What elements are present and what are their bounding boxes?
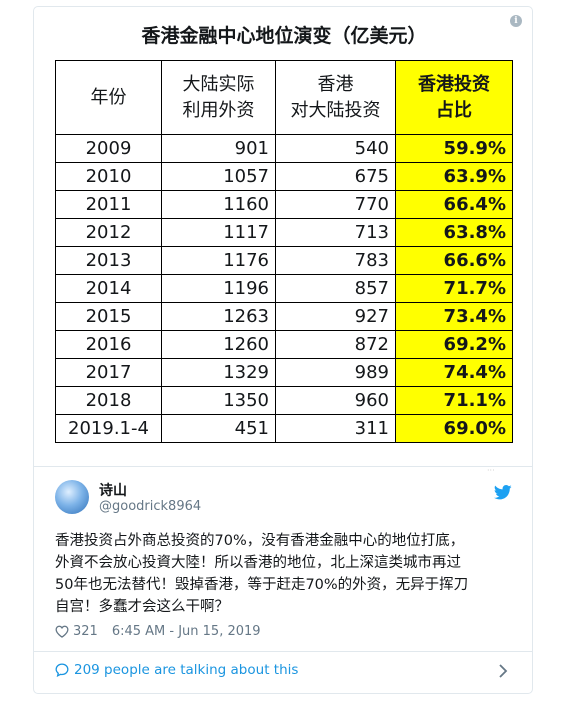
hk-investment-cell: 989 (275, 358, 396, 387)
avatar[interactable] (55, 480, 89, 514)
hk-share-cell: 59.9% (395, 134, 513, 163)
author-name[interactable]: 诗山 (99, 483, 127, 499)
year-cell: 2017 (55, 358, 162, 387)
timestamp[interactable]: 6:45 AM - Jun 15, 2019 (111, 624, 261, 639)
hk-share-cell: 73.4% (395, 302, 513, 331)
hk-investment-cell: 540 (275, 134, 396, 163)
chevron-right-icon[interactable] (498, 664, 508, 678)
fdi-cell: 1057 (161, 162, 276, 191)
fdi-cell: 1263 (161, 302, 276, 331)
table-row: 2009 901 540 59.9% (55, 134, 513, 163)
speech-bubble-icon (55, 663, 69, 677)
hk-investment-cell: 927 (275, 302, 396, 331)
fdi-cell: 1176 (161, 246, 276, 275)
hk-share-cell: 69.2% (395, 330, 513, 359)
year-cell: 2013 (55, 246, 162, 275)
conversation-text[interactable]: 209 people are talking about this (74, 662, 299, 678)
twitter-bird-icon[interactable] (494, 485, 512, 500)
year-cell: 2014 (55, 274, 162, 303)
hk-investment-cell: 675 (275, 162, 396, 191)
divider (34, 466, 532, 467)
table-row: 2017 1329 989 74.4% (55, 358, 513, 387)
table-row: 2013 1176 783 66.6% (55, 246, 513, 275)
hk-share-cell: 63.8% (395, 218, 513, 247)
hk-investment-cell: 857 (275, 274, 396, 303)
author-handle[interactable]: @goodrick8964 (99, 499, 202, 514)
hk-share-cell: 71.7% (395, 274, 513, 303)
hk-share-cell: 66.4% (395, 190, 513, 219)
table-row: 2015 1263 927 73.4% (55, 302, 513, 331)
tweet-text-line: 香港投资占外商总投资的70%，没有香港金融中心的地位打底， (55, 533, 465, 549)
table-row: 2010 1057 675 63.9% (55, 162, 513, 191)
hk-investment-cell: 770 (275, 190, 396, 219)
hk-investment-cell: 713 (275, 218, 396, 247)
fdi-cell: 1160 (161, 190, 276, 219)
tweet-image[interactable]: 香港金融中心地位演变（亿美元） 年份 大陆实际 利用外资 香港 对大陆投资 香港投资… (55, 12, 513, 475)
image-watermark: ··· (487, 466, 495, 475)
table-title: 香港金融中心地位演变（亿美元） (141, 25, 427, 47)
hk-investment-cell: 783 (275, 246, 396, 275)
year-cell: 2011 (55, 190, 162, 219)
year-cell: 2009 (55, 134, 162, 163)
table-row: 2012 1117 713 63.8% (55, 218, 513, 247)
hk-investment-cell: 311 (275, 414, 396, 443)
hk-share-cell: 74.4% (395, 358, 513, 387)
table-row: 2019.1-4 451 311 69.0% (55, 414, 513, 443)
tweet-text-line: 自宫！多蠢才会这么干啊？ (55, 599, 229, 615)
tweet-meta: 321 6:45 AM - Jun 15, 2019 (55, 624, 261, 639)
table-row: 2011 1160 770 66.4% (55, 190, 513, 219)
data-table: 年份 大陆实际 利用外资 香港 对大陆投资 香港投资 占比 2009 901 540 59.… (55, 60, 513, 443)
fdi-cell: 1329 (161, 358, 276, 387)
table-row: 2014 1196 857 71.7% (55, 274, 513, 303)
year-cell: 2018 (55, 386, 162, 415)
header-year: 年份 (55, 60, 162, 135)
year-cell: 2016 (55, 330, 162, 359)
header-hk-investment: 香港 对大陆投资 (275, 60, 396, 135)
hk-investment-cell: 872 (275, 330, 396, 359)
fdi-cell: 451 (161, 414, 276, 443)
year-cell: 2019.1-4 (55, 414, 162, 443)
fdi-cell: 1117 (161, 218, 276, 247)
fdi-cell: 1350 (161, 386, 276, 415)
heart-icon[interactable] (55, 625, 69, 638)
hk-share-cell: 71.1% (395, 386, 513, 415)
hk-investment-cell: 960 (275, 386, 396, 415)
info-icon[interactable]: i (510, 15, 522, 27)
tweet-text-line: 外資不会放心投資大陸！所以香港的地位，北上深這类城市再过 (55, 555, 461, 571)
tweet-text: 香港投资占外商总投资的70%，没有香港金融中心的地位打底， 外資不会放心投資大陸… (55, 530, 510, 618)
table-row: 2018 1350 960 71.1% (55, 386, 513, 415)
like-count[interactable]: 321 (73, 624, 98, 639)
hk-share-cell: 63.9% (395, 162, 513, 191)
year-cell: 2015 (55, 302, 162, 331)
year-cell: 2012 (55, 218, 162, 247)
divider (34, 651, 532, 652)
hk-share-cell: 69.0% (395, 414, 513, 443)
hk-share-cell: 66.6% (395, 246, 513, 275)
year-cell: 2010 (55, 162, 162, 191)
header-hk-share: 香港投资 占比 (395, 60, 513, 135)
table-header-row: 年份 大陆实际 利用外资 香港 对大陆投资 香港投资 占比 (55, 60, 513, 135)
tweet-text-line: 50年也无法替代！毁掉香港，等于赶走70%的外资，无异于挥刀 (55, 577, 469, 593)
header-fdi: 大陆实际 利用外资 (161, 60, 276, 135)
table-row: 2016 1260 872 69.2% (55, 330, 513, 359)
conversation-link[interactable]: 209 people are talking about this (55, 662, 298, 678)
fdi-cell: 1196 (161, 274, 276, 303)
fdi-cell: 901 (161, 134, 276, 163)
fdi-cell: 1260 (161, 330, 276, 359)
